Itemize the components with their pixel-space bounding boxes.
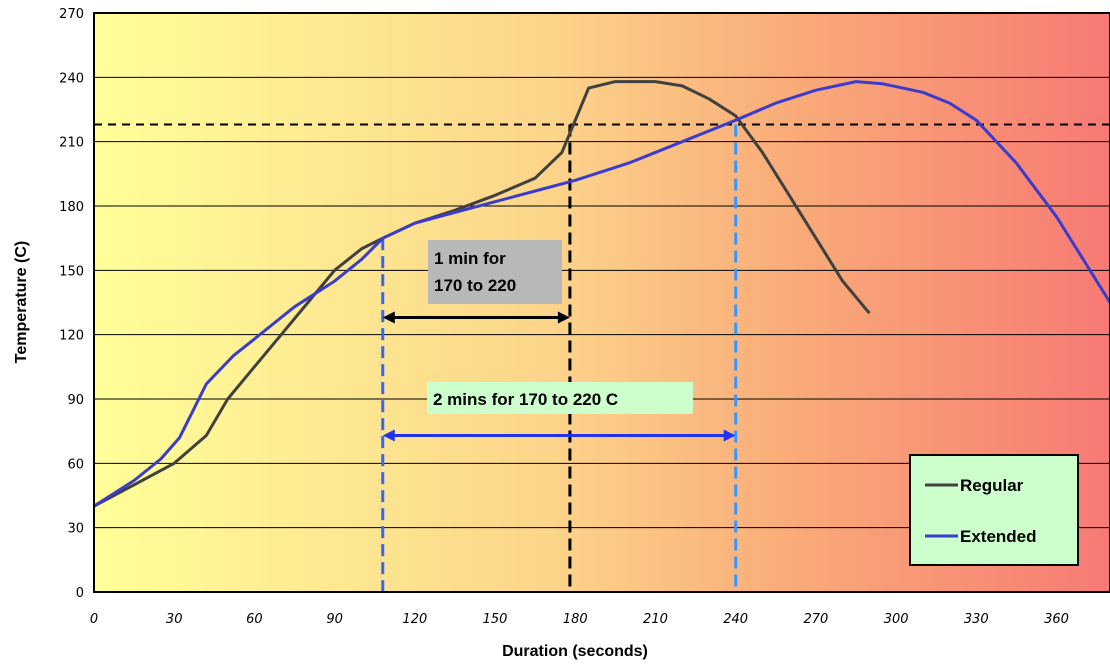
y-tick-label: 150: [59, 264, 84, 279]
annotation-2-bracket-arrow-left: [382, 429, 395, 442]
x-tick-label: 120: [402, 612, 427, 627]
x-tick-label: 180: [563, 612, 588, 627]
x-tick-label: 90: [326, 612, 343, 627]
series-line-regular: [93, 80, 871, 508]
x-tick-label: 270: [803, 612, 828, 627]
x-tick-label: 240: [723, 612, 748, 627]
y-tick-label: 180: [59, 200, 84, 215]
x-tick-label: 360: [1044, 612, 1069, 627]
legend-box: [909, 454, 1079, 566]
y-tick-label: 60: [67, 457, 84, 472]
reference-lines: [94, 123, 1110, 592]
series-line-extended: [93, 80, 1110, 508]
y-tick-label: 0: [76, 586, 84, 601]
x-tick-label: 0: [90, 612, 98, 627]
plot-border: [93, 12, 1110, 593]
y-tick-labels: 0 30 60 90 120 150 180 210 240 270: [59, 7, 84, 601]
annotation-2-bracket-arrow-right: [723, 429, 736, 442]
x-tick-label: 300: [884, 612, 909, 627]
x-axis-title: Duration (seconds): [502, 643, 648, 660]
y-tick-label: 90: [67, 393, 84, 408]
y-tick-label: 30: [67, 522, 84, 537]
y-tick-label: 120: [59, 329, 84, 344]
legend-label-regular: Regular: [960, 476, 1024, 495]
x-tick-labels: 0 30 60 90 120 150 180 210 240 270 300 330 360: [90, 612, 1069, 627]
annotation-1-bracket-arrow-left: [382, 311, 395, 324]
x-tick-label: 150: [483, 612, 508, 627]
annotation-2-box: [427, 382, 693, 414]
y-tick-label: 270: [59, 7, 84, 22]
annotation-1-bracket-arrow-right: [557, 311, 570, 324]
y-axis-title: Temperature (C): [13, 241, 30, 363]
legend-label-extended: Extended: [960, 527, 1037, 546]
annotation-1-line1: 1 min for: [434, 249, 506, 268]
annotations: 1 min for 170 to 220 2 mins for 170 to 220…: [382, 240, 736, 442]
x-tick-label: 210: [643, 612, 668, 627]
legend: Regular Extended: [909, 454, 1079, 566]
annotation-2-label: 2 mins for 170 to 220 C: [433, 390, 618, 409]
x-tick-label: 30: [166, 612, 183, 627]
series-layer: [93, 80, 1110, 508]
x-tick-label: 60: [246, 612, 263, 627]
x-tick-label: 330: [964, 612, 989, 627]
annotation-1-line2: 170 to 220: [434, 276, 516, 295]
annotation-1-box: [428, 240, 562, 304]
y-tick-label: 210: [59, 136, 84, 151]
y-tick-label: 240: [59, 71, 84, 86]
